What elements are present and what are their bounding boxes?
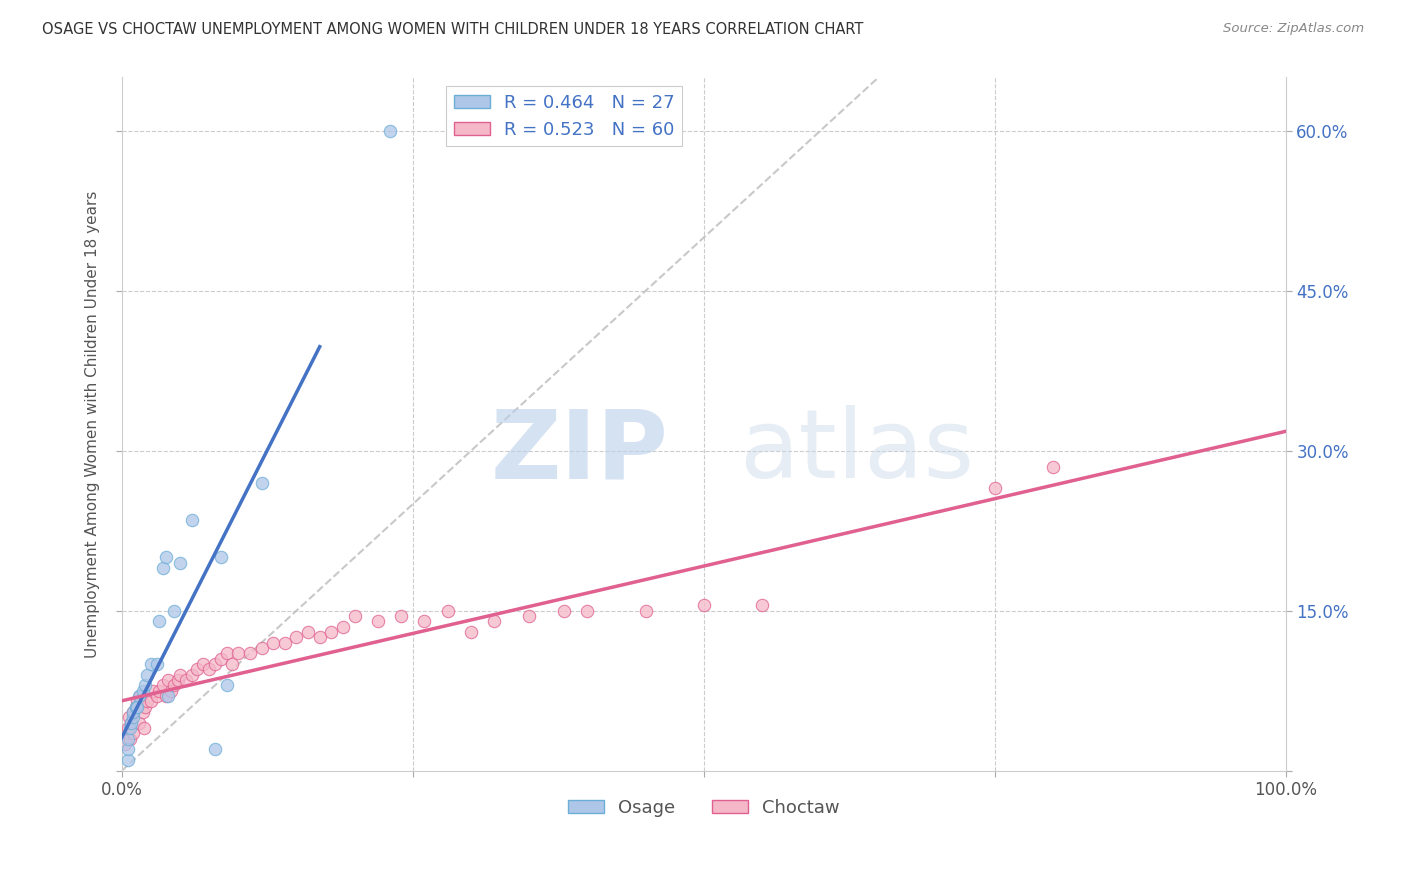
Point xyxy=(226,646,249,660)
Point xyxy=(321,625,343,640)
Point xyxy=(308,631,330,645)
Point xyxy=(250,475,273,490)
Text: ZIPatlas: ZIPatlas xyxy=(284,405,669,499)
Point xyxy=(159,683,181,698)
Point xyxy=(118,721,141,735)
Point xyxy=(145,657,167,671)
Point xyxy=(125,699,148,714)
Point xyxy=(155,689,177,703)
Point xyxy=(343,609,366,624)
Point xyxy=(152,678,174,692)
Point xyxy=(1042,459,1064,474)
Point xyxy=(204,657,226,671)
Point xyxy=(122,705,145,719)
Point xyxy=(117,753,139,767)
Point xyxy=(460,625,482,640)
Point xyxy=(125,699,148,714)
Point xyxy=(134,678,156,692)
Point xyxy=(148,683,170,698)
Point xyxy=(136,694,159,708)
Point xyxy=(169,556,191,570)
Point xyxy=(193,657,215,671)
Text: OSAGE VS CHOCTAW UNEMPLOYMENT AMONG WOMEN WITH CHILDREN UNDER 18 YEARS CORRELATI: OSAGE VS CHOCTAW UNEMPLOYMENT AMONG WOME… xyxy=(42,22,863,37)
Point xyxy=(751,599,773,613)
Point xyxy=(215,646,238,660)
Point xyxy=(517,609,540,624)
Point xyxy=(122,710,145,724)
Point xyxy=(250,641,273,656)
Point xyxy=(285,631,308,645)
Point xyxy=(163,604,186,618)
Point xyxy=(129,689,152,703)
Point xyxy=(436,604,458,618)
Point xyxy=(215,678,238,692)
Point xyxy=(634,604,657,618)
Point xyxy=(117,721,139,735)
Point xyxy=(136,667,159,681)
Point xyxy=(367,615,389,629)
Point xyxy=(163,678,186,692)
Point xyxy=(125,694,148,708)
Point xyxy=(332,620,354,634)
Point xyxy=(389,609,412,624)
Point xyxy=(155,550,177,565)
Point xyxy=(169,667,191,681)
Point xyxy=(145,689,167,703)
Point xyxy=(142,683,165,698)
Point xyxy=(118,731,141,746)
Point xyxy=(120,715,142,730)
Point xyxy=(122,705,145,719)
Point xyxy=(157,673,180,687)
Point xyxy=(139,694,162,708)
Point xyxy=(553,604,575,618)
Point xyxy=(984,481,1007,495)
Point xyxy=(152,561,174,575)
Point xyxy=(120,715,142,730)
Point xyxy=(693,599,716,613)
Y-axis label: Unemployment Among Women with Children Under 18 years: Unemployment Among Women with Children U… xyxy=(86,190,100,657)
Point xyxy=(122,726,145,740)
Point xyxy=(148,615,170,629)
Text: atlas: atlas xyxy=(738,405,974,499)
Point xyxy=(297,625,319,640)
Point xyxy=(132,705,155,719)
Point xyxy=(209,550,232,565)
Text: Source: ZipAtlas.com: Source: ZipAtlas.com xyxy=(1223,22,1364,36)
Point xyxy=(221,657,243,671)
Point xyxy=(262,636,284,650)
Point xyxy=(117,742,139,756)
Point xyxy=(128,715,150,730)
Point xyxy=(125,699,148,714)
Text: ZIP: ZIP xyxy=(491,405,669,499)
Point xyxy=(180,513,202,527)
Point xyxy=(209,651,232,665)
Point xyxy=(117,731,139,746)
Legend: Osage, Choctaw: Osage, Choctaw xyxy=(561,791,846,824)
Point xyxy=(484,615,506,629)
Point xyxy=(132,683,155,698)
Point xyxy=(128,689,150,703)
Point xyxy=(239,646,262,660)
Point xyxy=(204,742,226,756)
Point xyxy=(198,662,221,676)
Point xyxy=(174,673,197,687)
Point xyxy=(157,689,180,703)
Point xyxy=(378,124,401,138)
Point xyxy=(576,604,599,618)
Point xyxy=(132,721,155,735)
Point xyxy=(139,657,162,671)
Point xyxy=(180,667,202,681)
Point xyxy=(186,662,208,676)
Point xyxy=(114,737,136,751)
Point xyxy=(413,615,436,629)
Point xyxy=(274,636,297,650)
Point xyxy=(166,673,188,687)
Point xyxy=(134,699,156,714)
Point xyxy=(118,710,141,724)
